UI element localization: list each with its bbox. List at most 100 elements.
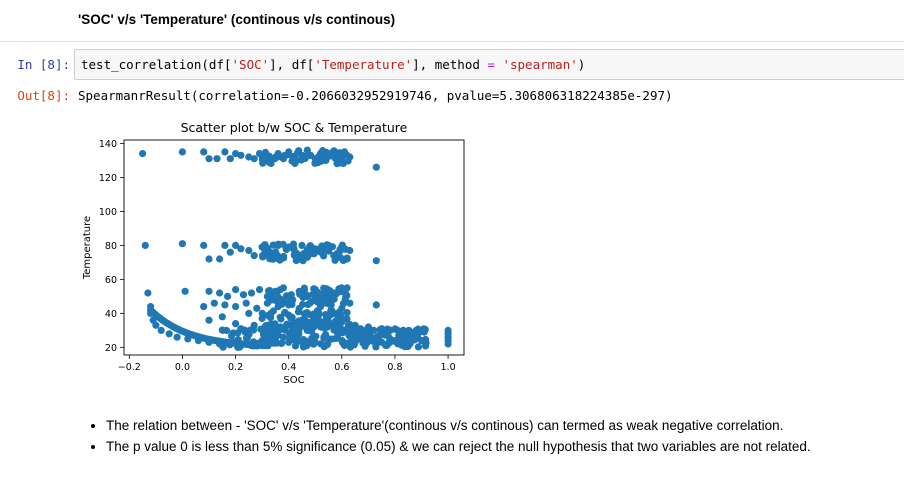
data-point bbox=[271, 287, 279, 295]
code-arg-soc: 'SOC' bbox=[231, 57, 270, 72]
data-point bbox=[356, 325, 364, 333]
data-point bbox=[266, 255, 274, 263]
data-point bbox=[330, 151, 338, 159]
data-point bbox=[317, 323, 325, 331]
data-point bbox=[263, 299, 271, 307]
data-point bbox=[330, 325, 338, 333]
data-point bbox=[274, 241, 282, 249]
data-point bbox=[317, 340, 325, 348]
data-point bbox=[266, 248, 274, 256]
data-point bbox=[322, 156, 330, 164]
data-point bbox=[364, 323, 372, 331]
data-point bbox=[319, 289, 327, 297]
data-point bbox=[311, 155, 319, 163]
data-point bbox=[205, 316, 213, 324]
data-point bbox=[178, 148, 186, 156]
data-point bbox=[322, 341, 330, 349]
data-point bbox=[242, 299, 250, 307]
data-point bbox=[224, 292, 232, 300]
data-point bbox=[279, 284, 287, 292]
data-point bbox=[324, 313, 333, 321]
data-point bbox=[324, 241, 333, 249]
data-point bbox=[346, 246, 354, 255]
data-point bbox=[343, 309, 351, 317]
data-point bbox=[237, 325, 245, 333]
x-tick-label: 0.2 bbox=[228, 362, 243, 373]
data-point bbox=[200, 148, 208, 156]
data-point bbox=[383, 341, 391, 349]
data-point bbox=[245, 153, 253, 161]
data-point bbox=[295, 287, 303, 295]
data-point bbox=[277, 323, 285, 331]
data-point bbox=[420, 328, 428, 336]
data-point bbox=[247, 289, 256, 297]
data-point bbox=[298, 316, 306, 324]
data-point bbox=[253, 304, 261, 312]
y-axis-label: Temperature bbox=[82, 216, 93, 280]
data-point bbox=[228, 332, 236, 340]
data-point bbox=[221, 148, 229, 156]
data-point bbox=[378, 325, 386, 333]
data-point bbox=[216, 255, 224, 263]
data-point bbox=[237, 151, 245, 159]
data-point bbox=[218, 313, 226, 321]
data-point bbox=[283, 320, 291, 328]
data-point bbox=[335, 287, 343, 295]
data-point bbox=[274, 150, 282, 158]
data-point bbox=[338, 318, 346, 326]
data-point bbox=[232, 320, 240, 328]
data-point bbox=[303, 292, 311, 300]
data-point bbox=[279, 253, 287, 261]
y-tick-label: 40 bbox=[105, 309, 117, 320]
data-point bbox=[327, 292, 335, 300]
data-point bbox=[258, 243, 266, 251]
x-tick-label: 0.6 bbox=[334, 362, 349, 373]
code-equals: = bbox=[487, 57, 495, 72]
data-point bbox=[421, 342, 430, 350]
heading-divider bbox=[0, 41, 904, 42]
data-point bbox=[412, 326, 420, 334]
note-item: The p value 0 is less than 5% significan… bbox=[106, 439, 811, 455]
data-point bbox=[263, 292, 271, 300]
data-point bbox=[223, 326, 231, 335]
data-point bbox=[226, 248, 234, 256]
data-point bbox=[303, 152, 311, 160]
data-point bbox=[200, 241, 208, 249]
data-point bbox=[237, 342, 245, 350]
chart-title: Scatter plot b/w SOC & Temperature bbox=[181, 120, 408, 135]
data-point bbox=[311, 338, 319, 346]
data-point bbox=[213, 155, 221, 163]
notes-list: The relation between - 'SOC' v/s 'Temper… bbox=[88, 418, 811, 460]
code-input-cell[interactable]: test_correlation(df['SOC'], df['Temperat… bbox=[74, 49, 904, 80]
data-point bbox=[205, 155, 213, 163]
data-point bbox=[141, 241, 149, 249]
input-prompt: In [8]: bbox=[17, 57, 70, 72]
data-point bbox=[414, 343, 422, 351]
data-point bbox=[303, 246, 311, 254]
data-point bbox=[343, 326, 351, 334]
data-point bbox=[417, 337, 426, 345]
data-point bbox=[372, 163, 380, 171]
code-line[interactable]: test_correlation(df['SOC'], df['Temperat… bbox=[81, 57, 585, 72]
data-point bbox=[303, 309, 311, 317]
data-points bbox=[139, 146, 452, 351]
data-point bbox=[221, 301, 229, 309]
data-point bbox=[298, 241, 306, 249]
data-point bbox=[278, 339, 286, 347]
data-point bbox=[216, 289, 224, 297]
data-point bbox=[335, 155, 343, 163]
data-point bbox=[343, 292, 351, 300]
data-point bbox=[293, 156, 301, 164]
x-tick-label: 1.0 bbox=[441, 362, 456, 373]
data-point bbox=[264, 342, 272, 350]
x-tick-label: 0.8 bbox=[387, 362, 402, 373]
data-point bbox=[200, 303, 208, 311]
data-point bbox=[346, 153, 354, 161]
data-point bbox=[346, 299, 354, 307]
data-point bbox=[232, 303, 240, 311]
data-point bbox=[404, 328, 412, 336]
data-point bbox=[285, 338, 293, 346]
data-point bbox=[258, 314, 266, 323]
data-point bbox=[291, 342, 300, 350]
data-point bbox=[144, 289, 152, 297]
